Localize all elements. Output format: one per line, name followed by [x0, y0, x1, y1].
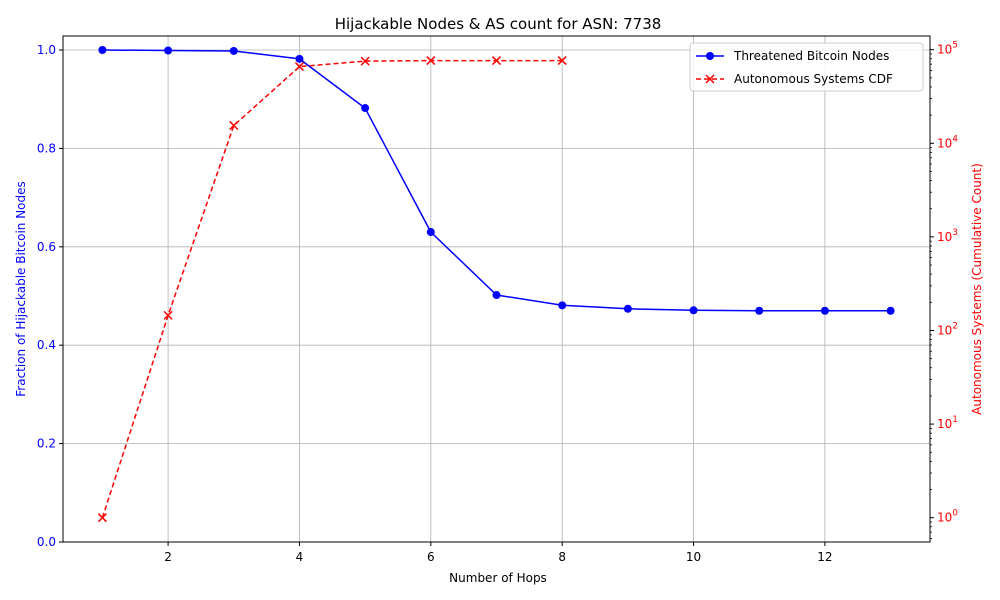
series-1-point: [163, 310, 173, 320]
right-tick-label: 104: [937, 134, 958, 150]
left-tick-label: 1.0: [37, 43, 56, 57]
series-1-point: [557, 56, 567, 66]
left-tick-label: 0.2: [37, 437, 56, 451]
legend-box: [689, 42, 924, 92]
legend-label-as: Autonomous Systems CDF: [734, 72, 893, 86]
series-0-point: [492, 291, 501, 300]
plot-frame: [62, 35, 931, 543]
x-tick-label: 4: [296, 550, 304, 564]
x-tick-label: 10: [686, 550, 701, 564]
series-0-point: [426, 228, 435, 237]
chart-title: Hijackable Nodes & AS count for ASN: 773…: [335, 15, 662, 33]
left-tick-label: 0.0: [37, 535, 56, 549]
left-axis-ticks: 0.0 0.2 0.4 0.6 0.8 1.0: [37, 43, 63, 549]
legend: Threatened Bitcoin Nodes Autonomous Syst…: [689, 42, 924, 92]
right-tick-label: 103: [937, 228, 958, 244]
series-layer: [97, 46, 895, 523]
left-tick-label: 0.6: [37, 240, 56, 254]
series-0-point: [689, 306, 698, 315]
x-tick-label: 2: [164, 550, 172, 564]
series-0-point: [361, 104, 370, 113]
series-1-point: [294, 62, 304, 72]
x-axis-label: Number of Hops: [449, 571, 547, 585]
series-0-point: [886, 306, 895, 315]
series-0-point: [295, 54, 304, 63]
right-tick-label: 100: [937, 509, 958, 525]
series-line-1: [101, 59, 563, 518]
series-1-point: [491, 56, 502, 66]
x-tick-label: 6: [427, 550, 435, 564]
right-tick-label: 102: [937, 321, 958, 337]
x-tick-label: 12: [817, 550, 832, 564]
right-axis-label: Autonomous Systems (Cumulative Count): [970, 163, 984, 415]
x-axis-ticks: 2 4 6 8 10 12: [164, 542, 833, 564]
right-tick-label: 101: [937, 415, 958, 431]
right-axis-ticks: 100 101 102 103 104 105: [930, 41, 958, 539]
legend-marker-as: [705, 74, 715, 84]
series-0-point: [755, 306, 764, 315]
left-tick-label: 0.8: [37, 141, 56, 155]
legend-marker-nodes: [706, 52, 714, 60]
series-0-point: [623, 304, 632, 313]
series-1-point: [229, 120, 239, 130]
x-tick-label: 8: [558, 550, 566, 564]
series-1-point: [360, 56, 370, 66]
series-0-point: [820, 306, 829, 315]
series-1-point: [426, 56, 436, 66]
left-tick-label: 0.4: [37, 338, 56, 352]
series-0-point: [229, 46, 238, 55]
right-tick-label: 105: [937, 41, 958, 57]
series-0-point: [164, 46, 173, 55]
left-axis-label: Fraction of Hijackable Bitcoin Nodes: [14, 181, 28, 397]
series-0-point: [98, 46, 107, 54]
legend-label-nodes: Threatened Bitcoin Nodes: [733, 49, 889, 63]
series-1-point: [97, 513, 107, 523]
series-0-point: [558, 301, 567, 310]
